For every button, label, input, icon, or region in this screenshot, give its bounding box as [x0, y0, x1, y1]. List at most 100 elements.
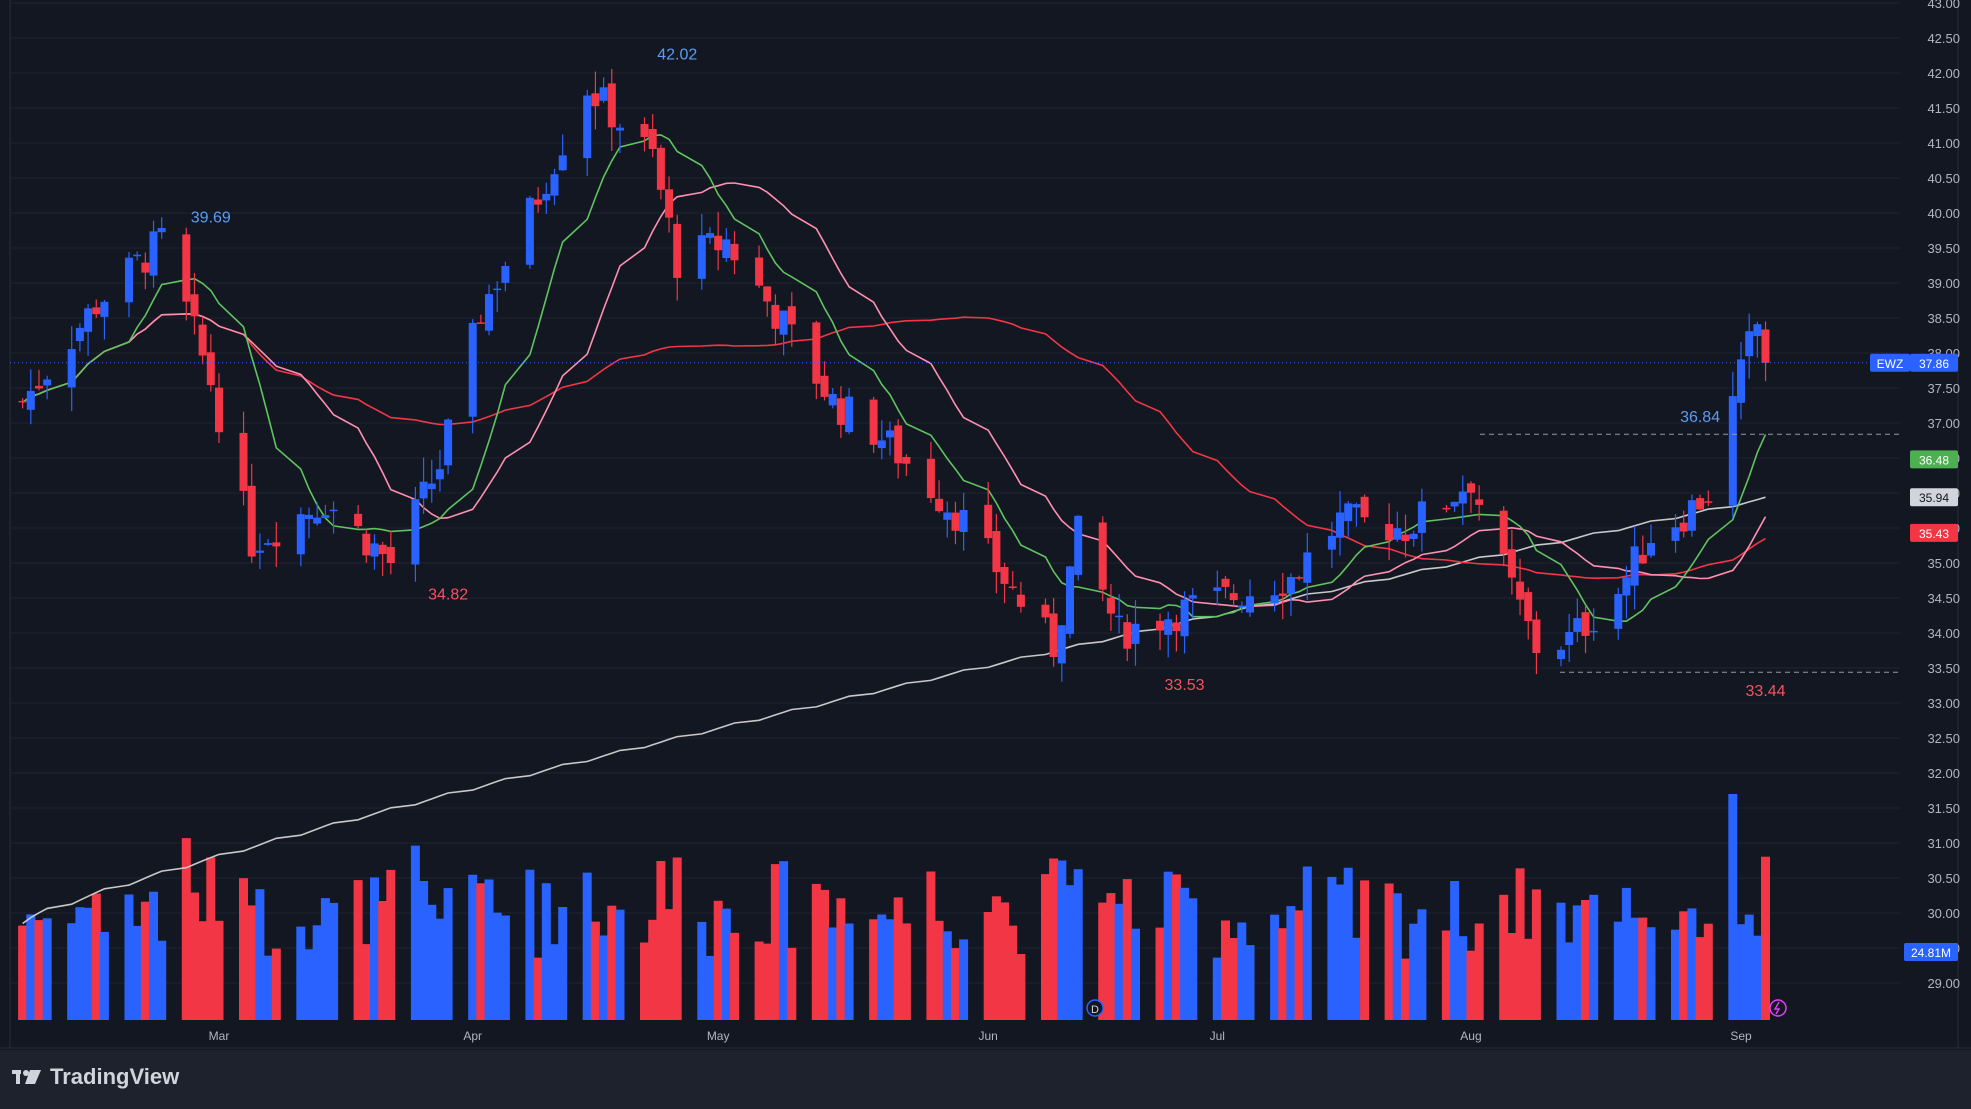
candle-body — [1442, 507, 1451, 510]
candle-series — [18, 68, 1770, 682]
volume-bar — [378, 901, 388, 1020]
candle-body — [1123, 622, 1132, 649]
volume-bar — [1073, 869, 1083, 1020]
candle-body — [902, 457, 911, 464]
volume-bar — [1294, 910, 1304, 1020]
candle-body — [1687, 500, 1696, 531]
volume-bar — [1458, 936, 1468, 1020]
candle-body — [1565, 632, 1574, 645]
x-tick-label: Aug — [1460, 1029, 1481, 1043]
volume-bar — [1507, 933, 1517, 1020]
candle-body — [886, 430, 894, 438]
volume-bar — [590, 921, 600, 1020]
volume-bar — [525, 869, 535, 1020]
dividend-marker-letter: D — [1091, 1004, 1099, 1016]
brand-name: TradingView — [50, 1064, 180, 1089]
volume-bar — [83, 907, 93, 1020]
volume-bar — [983, 912, 993, 1020]
candle-body — [386, 546, 395, 563]
candle-body — [1671, 527, 1680, 541]
volume-bar — [157, 940, 167, 1020]
candle-body — [1344, 503, 1353, 522]
y-tick-label: 38.50 — [1927, 311, 1960, 326]
candle-body — [525, 197, 534, 265]
volume-bar — [1531, 889, 1541, 1020]
candle-body — [1679, 522, 1688, 532]
candle-body — [1074, 515, 1083, 575]
volume-bar — [435, 918, 445, 1020]
candle-body — [1008, 586, 1017, 588]
volume-bar — [263, 955, 273, 1020]
candle-body — [959, 510, 968, 532]
volume-bar — [476, 883, 486, 1020]
candle-body — [1303, 552, 1312, 583]
candle-body — [1115, 615, 1124, 618]
volume-bar — [1278, 928, 1288, 1020]
volume-bar — [255, 889, 265, 1020]
volume-bar — [1065, 885, 1075, 1020]
candle-body — [1000, 567, 1009, 584]
candle-body — [943, 512, 952, 520]
candle-body — [665, 189, 674, 218]
y-tick-label: 41.50 — [1927, 101, 1960, 116]
volume-bar — [1114, 903, 1124, 1020]
candle-body — [935, 498, 944, 512]
volume-bar — [410, 845, 420, 1020]
volume-bar — [541, 883, 551, 1020]
y-tick-label: 32.00 — [1927, 766, 1960, 781]
volume-bar — [1000, 902, 1009, 1020]
candle-body — [493, 288, 502, 291]
tradingview-brand[interactable]: TradingView — [12, 1064, 179, 1090]
y-tick-label: 41.00 — [1927, 136, 1960, 151]
volume-bar — [1752, 935, 1762, 1020]
volume-bar — [1409, 923, 1419, 1020]
last-price-badge: 37.86 — [1919, 357, 1949, 371]
candle-body — [141, 262, 150, 273]
candle-body — [247, 485, 256, 557]
volume-bar — [787, 947, 797, 1020]
candle-body — [239, 432, 248, 491]
volume-bar — [877, 914, 887, 1020]
volume-bar — [762, 943, 772, 1020]
volume-bar — [1098, 902, 1108, 1020]
y-tick-label: 43.00 — [1927, 0, 1960, 11]
candle-body — [1516, 581, 1525, 600]
candle-body — [1270, 595, 1279, 604]
candle-body — [157, 228, 166, 233]
y-tick-label: 29.00 — [1927, 976, 1960, 991]
ma-fast-line — [22, 134, 1767, 622]
candle-body — [1524, 592, 1533, 621]
candle-body — [313, 517, 322, 524]
volume-bar — [1581, 900, 1590, 1020]
volume-bar — [1327, 876, 1337, 1020]
volume-bar — [1351, 937, 1361, 1020]
volume-bar — [247, 905, 257, 1020]
volume-bar — [934, 920, 944, 1020]
volume-bar — [607, 905, 617, 1020]
volume-bar — [140, 901, 150, 1020]
volume-bar — [329, 902, 339, 1020]
volume-bar — [1180, 887, 1190, 1020]
volume-bar — [811, 883, 821, 1020]
volume-series — [18, 794, 1770, 1020]
volume-bar — [901, 923, 911, 1020]
candle-body — [550, 174, 559, 196]
volume-bar — [386, 869, 396, 1020]
x-tick-label: Mar — [209, 1029, 230, 1043]
candle-body — [444, 419, 453, 466]
candle-body — [1286, 577, 1295, 594]
candle-body — [1728, 396, 1737, 506]
candle-body — [476, 322, 485, 324]
volume-bar — [1360, 880, 1370, 1020]
candle-body — [133, 254, 142, 257]
symbol-label: EWZ — [1877, 357, 1904, 371]
candle-body — [1352, 504, 1361, 508]
volume-bar — [304, 949, 314, 1020]
candle-body — [427, 483, 436, 490]
volume-bar — [820, 889, 829, 1020]
volume-bar — [1728, 794, 1738, 1020]
volume-bar — [42, 918, 52, 1020]
candle-body — [1098, 522, 1107, 590]
